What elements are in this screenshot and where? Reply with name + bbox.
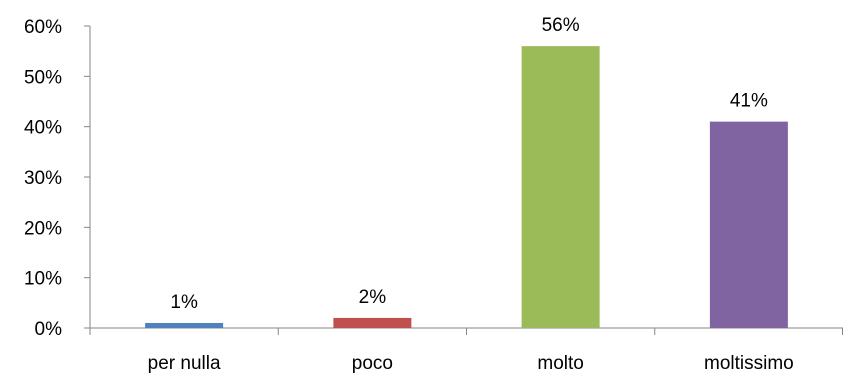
y-tick-label: 30% — [24, 168, 62, 189]
x-category-label: molto — [537, 353, 583, 374]
data-label: 56% — [542, 15, 580, 36]
x-category-label: poco — [352, 353, 393, 374]
bar — [521, 46, 600, 329]
y-tick-label: 50% — [24, 67, 62, 88]
x-category-label: moltissimo — [704, 353, 794, 374]
y-tick-label: 60% — [24, 17, 62, 38]
data-label: 41% — [730, 91, 768, 112]
bar — [145, 322, 224, 328]
y-tick-label: 40% — [24, 118, 62, 139]
data-label: 2% — [359, 287, 387, 308]
x-category-label: per nulla — [148, 353, 221, 374]
y-tick-label: 0% — [35, 319, 63, 340]
bar — [709, 121, 788, 328]
bars — [145, 46, 788, 329]
x-axis: per nulla poco molto moltissimo — [89, 327, 843, 374]
y-axis: 0% 10% 20% 30% 40% 50% 60% — [24, 17, 91, 340]
data-labels: 1% 2% 56% 41% — [170, 15, 768, 313]
data-label: 1% — [170, 292, 198, 313]
y-tick-label: 10% — [24, 269, 62, 290]
bar — [333, 317, 412, 328]
y-tick-label: 20% — [24, 218, 62, 239]
